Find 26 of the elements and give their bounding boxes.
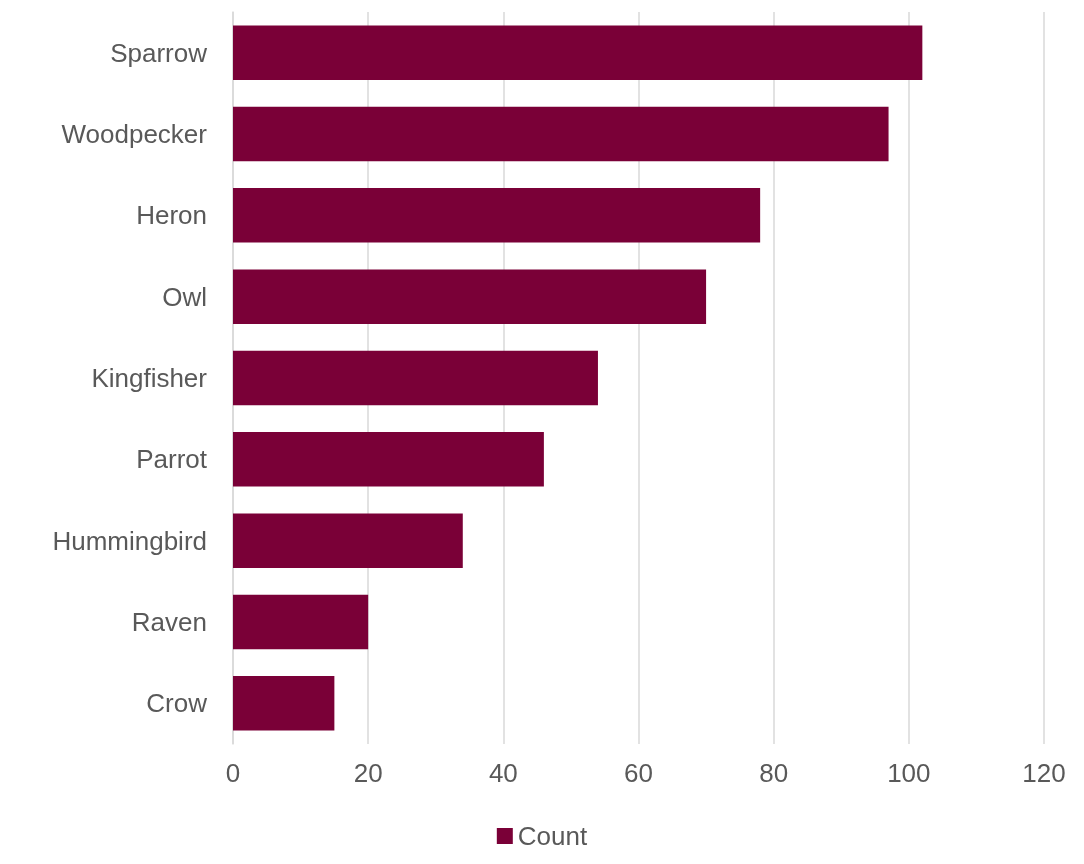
x-tick-label: 20	[353, 758, 383, 788]
bar	[233, 269, 707, 324]
y-tick-label: Crow	[146, 688, 208, 719]
bar	[233, 106, 889, 162]
bar	[233, 188, 761, 243]
y-tick-label: Kingfisher	[91, 363, 208, 393]
x-tick-label: 100	[887, 758, 931, 788]
bar	[233, 432, 544, 487]
y-tick-label: Hummingbird	[52, 525, 207, 556]
y-tick-label: Sparrow	[110, 37, 208, 68]
x-tick-label: 60	[624, 758, 653, 788]
x-tick-label: 80	[759, 758, 789, 788]
bar	[233, 594, 369, 650]
legend-label: Count	[517, 821, 588, 851]
x-tick-label: 120	[1022, 758, 1066, 788]
bar	[233, 350, 598, 406]
y-tick-label: Heron	[136, 200, 207, 231]
y-tick-label: Raven	[131, 607, 207, 637]
y-tick-label: Owl	[162, 281, 207, 312]
bar	[233, 513, 463, 568]
x-tick-label: 0	[225, 758, 241, 788]
bar	[233, 676, 335, 731]
y-tick-label: Parrot	[136, 444, 208, 475]
bar	[233, 25, 923, 80]
x-tick-label: 40	[488, 758, 518, 788]
y-tick-label: Woodpecker	[61, 119, 208, 149]
